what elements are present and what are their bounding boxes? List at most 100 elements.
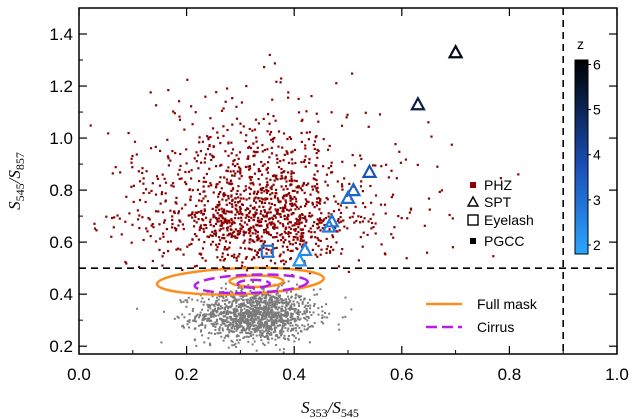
pgcc-point <box>262 287 265 290</box>
phz-point <box>265 168 269 171</box>
pgcc-point <box>245 298 248 301</box>
pgcc-point <box>268 302 271 304</box>
pgcc-point <box>265 334 268 337</box>
phz-point <box>138 180 142 183</box>
pgcc-point <box>303 325 306 328</box>
phz-point <box>204 153 208 156</box>
phz-point <box>209 218 212 221</box>
pgcc-point <box>279 317 282 320</box>
pgcc-point <box>249 325 252 328</box>
x-tick-label: 0.8 <box>498 365 522 384</box>
pgcc-point <box>287 313 289 316</box>
phz-point <box>325 251 328 254</box>
pgcc-point <box>245 294 248 297</box>
phz-point <box>268 233 271 236</box>
pgcc-point <box>214 332 216 335</box>
phz-point <box>171 226 174 229</box>
pgcc-point <box>291 313 294 316</box>
pgcc-point <box>294 317 296 320</box>
phz-point <box>196 188 199 191</box>
pgcc-point <box>289 324 292 327</box>
phz-point <box>231 148 235 151</box>
phz-point <box>253 197 256 200</box>
phz-point <box>230 233 233 237</box>
phz-point <box>220 109 224 112</box>
phz-point <box>292 171 295 174</box>
pgcc-point <box>286 311 289 313</box>
phz-point <box>239 193 242 196</box>
phz-point <box>221 252 224 255</box>
phz-point <box>301 234 304 237</box>
phz-point <box>182 253 185 256</box>
pgcc-point <box>282 322 284 325</box>
pgcc-point <box>191 298 194 301</box>
phz-point <box>266 181 269 184</box>
phz-point <box>264 198 267 201</box>
pgcc-point <box>289 304 292 307</box>
pgcc-point <box>250 312 253 315</box>
pgcc-point <box>192 308 195 310</box>
pgcc-point <box>238 326 241 329</box>
phz-point <box>367 125 370 128</box>
phz-point <box>193 233 197 236</box>
pgcc-point <box>273 313 276 316</box>
pgcc-point <box>276 317 279 320</box>
phz-point <box>264 197 267 200</box>
pgcc-point <box>309 304 312 307</box>
pgcc-point <box>240 325 243 328</box>
pgcc-point <box>210 315 213 318</box>
phz-point <box>239 223 242 226</box>
phz-point <box>241 225 244 228</box>
phz-point <box>204 180 208 183</box>
pgcc-point <box>239 306 242 309</box>
phz-point <box>204 224 207 227</box>
pgcc-point <box>262 312 265 315</box>
phz-point <box>164 192 167 195</box>
phz-point <box>234 213 237 216</box>
pgcc-point <box>282 325 285 328</box>
pgcc-point <box>281 298 284 301</box>
colorbar-tick-label: 6 <box>593 57 601 73</box>
phz-point <box>374 194 378 197</box>
pgcc-point <box>252 301 255 304</box>
phz-point <box>264 228 268 231</box>
phz-point <box>248 232 251 235</box>
pgcc-point <box>276 292 279 295</box>
phz-point <box>221 198 224 201</box>
phz-point <box>198 192 201 196</box>
phz-point <box>245 134 248 137</box>
pgcc-point <box>313 304 315 307</box>
pgcc-point <box>195 315 198 318</box>
pgcc-point <box>299 311 302 314</box>
phz-point <box>361 220 364 223</box>
phz-point <box>328 144 331 147</box>
pgcc-point <box>280 334 282 337</box>
phz-point <box>287 230 290 234</box>
phz-point <box>295 247 298 250</box>
pgcc-point <box>285 313 288 316</box>
phz-point <box>277 145 280 148</box>
pgcc-point <box>313 293 316 296</box>
pgcc-point <box>260 339 263 342</box>
phz-point <box>338 221 341 224</box>
phz-point <box>221 236 224 240</box>
phz-point <box>380 165 383 168</box>
pgcc-point <box>270 310 273 313</box>
phz-point <box>243 239 246 242</box>
pgcc-point <box>301 324 304 327</box>
phz-point <box>269 259 272 262</box>
phz-point <box>199 150 202 153</box>
phz-point <box>330 161 333 164</box>
pgcc-point <box>263 305 265 308</box>
phz-point <box>105 215 108 218</box>
phz-point <box>284 204 287 207</box>
pgcc-point <box>230 311 233 314</box>
phz-point <box>294 208 297 211</box>
pgcc-point <box>289 321 292 324</box>
pgcc-point <box>294 308 297 310</box>
phz-point <box>205 172 208 176</box>
pgcc-point <box>261 294 264 297</box>
phz-point <box>131 166 134 169</box>
pgcc-point <box>284 327 287 329</box>
